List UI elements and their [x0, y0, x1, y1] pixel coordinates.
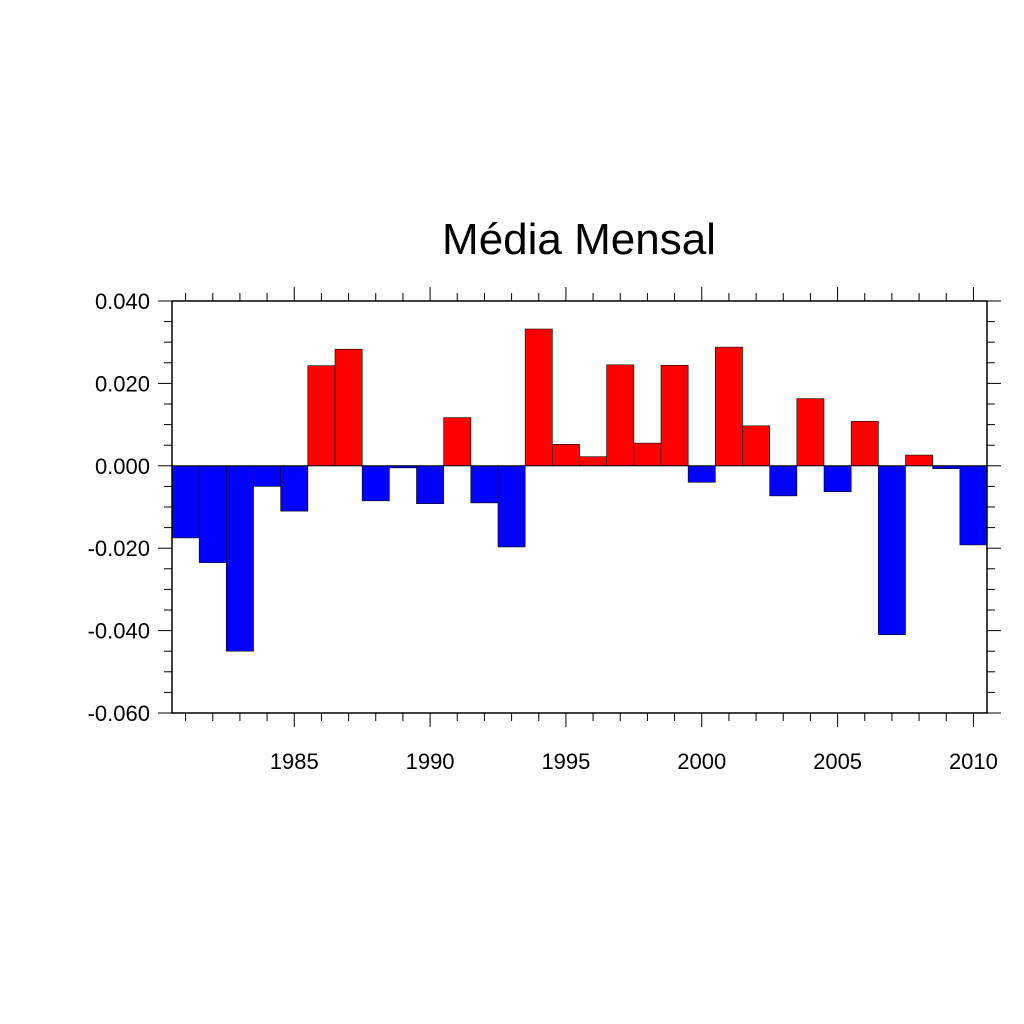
- y-tick-label: 0.000: [95, 454, 150, 479]
- bar-1984: [253, 465, 281, 487]
- bar-1985: [280, 465, 309, 512]
- bar-2010: [959, 465, 988, 546]
- bar-1998: [633, 442, 662, 467]
- x-tick-label: 2005: [813, 749, 862, 774]
- y-tick-label: 0.020: [95, 371, 150, 396]
- x-tick-label: 1990: [406, 749, 455, 774]
- bar-2006: [850, 421, 879, 467]
- x-tick-label: 1985: [270, 749, 319, 774]
- bar-1996: [579, 456, 607, 467]
- bar-1981: [171, 465, 200, 539]
- bar-1995: [552, 444, 580, 467]
- bar-2005: [823, 465, 852, 493]
- x-tick-label: 2010: [949, 749, 998, 774]
- bar-1992: [470, 465, 499, 504]
- bar-1993: [497, 465, 526, 548]
- bars-group: [171, 328, 988, 652]
- bar-2003: [769, 465, 798, 497]
- bar-1988: [361, 465, 390, 502]
- chart-title: Média Mensal: [442, 215, 716, 264]
- x-tick-label: 1995: [541, 749, 590, 774]
- y-tick-label: -0.020: [88, 536, 150, 561]
- bar-2000: [687, 465, 716, 483]
- y-tick-label: -0.060: [88, 701, 150, 726]
- bar-1986: [307, 365, 336, 467]
- bar-2008: [905, 454, 933, 467]
- bar-1983: [226, 465, 254, 652]
- bar-1990: [416, 465, 444, 505]
- bar-1994: [524, 328, 553, 467]
- y-tick-label: 0.040: [95, 289, 150, 314]
- y-tick-label: -0.040: [88, 619, 150, 644]
- bar-1987: [334, 348, 363, 467]
- tick-labels-group: -0.060 -0.040 -0.020 0.000 0.020 0.040 1985 199…: [88, 289, 998, 774]
- bar-2002: [742, 425, 770, 467]
- bar-1997: [606, 364, 635, 467]
- bar-2001: [715, 346, 743, 467]
- x-tick-label: 2000: [677, 749, 726, 774]
- bar-2004: [796, 398, 825, 467]
- bar-2007: [878, 465, 906, 636]
- bar-1991: [443, 417, 472, 467]
- bar-1999: [660, 364, 689, 467]
- bar-1982: [198, 465, 227, 563]
- ticks-group: [158, 287, 1001, 727]
